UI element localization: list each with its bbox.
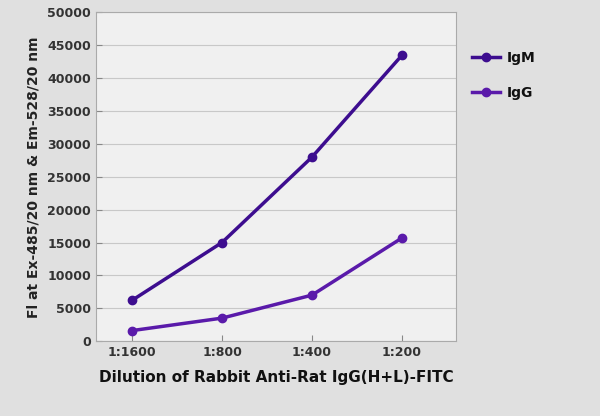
X-axis label: Dilution of Rabbit Anti-Rat IgG(H+L)-FITC: Dilution of Rabbit Anti-Rat IgG(H+L)-FIT…: [98, 370, 454, 385]
Line: IgM: IgM: [128, 51, 406, 305]
IgM: [128, 298, 136, 303]
IgM: [398, 53, 406, 58]
Legend: IgM, IgG: IgM, IgG: [467, 46, 541, 106]
IgG: [398, 235, 406, 240]
Y-axis label: Fl at Ex-485/20 nm & Em-528/20 nm: Fl at Ex-485/20 nm & Em-528/20 nm: [26, 36, 40, 317]
IgM: [218, 240, 226, 245]
IgM: [308, 155, 316, 160]
Line: IgG: IgG: [128, 234, 406, 335]
IgG: [308, 292, 316, 297]
IgG: [218, 316, 226, 321]
IgG: [128, 328, 136, 333]
